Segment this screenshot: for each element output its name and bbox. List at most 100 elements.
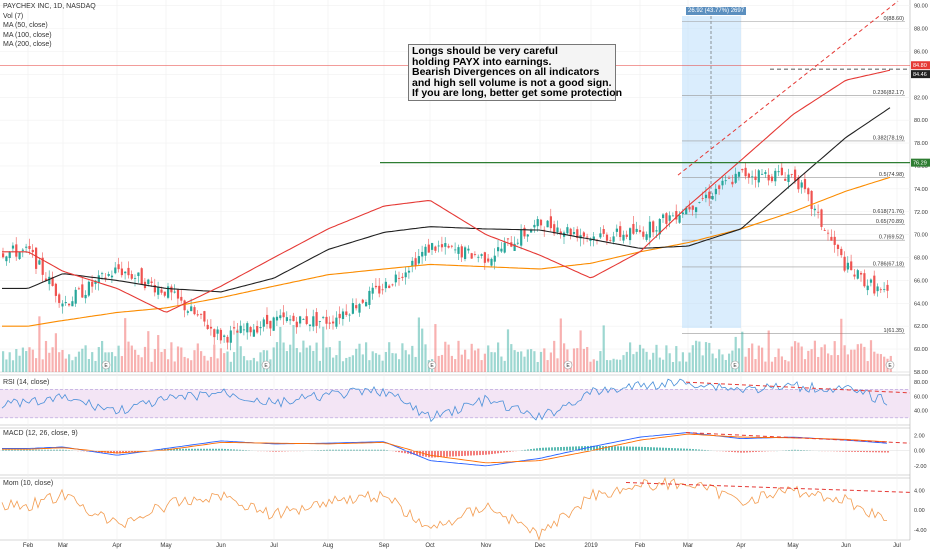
macd-hist-bar <box>800 450 802 451</box>
rsi-tick-label: 80.00 <box>914 380 928 386</box>
volume-bars <box>2 316 892 372</box>
x-tick-label: Aug <box>323 543 334 549</box>
candle-body <box>691 205 694 210</box>
volume-bar <box>846 354 849 372</box>
candle-body <box>648 221 651 238</box>
volume-bar <box>625 351 628 372</box>
volume-bar <box>572 348 576 372</box>
candle-body <box>711 196 714 200</box>
macd-hist-bar <box>629 446 631 451</box>
volume-bar <box>856 344 859 372</box>
volume-bar <box>170 342 173 372</box>
candle-body <box>737 171 741 177</box>
macd-hist-bar <box>353 449 355 451</box>
x-tick-label: Mar <box>58 543 68 549</box>
ma-price-tag-box <box>911 70 930 79</box>
volume-bar <box>655 344 658 372</box>
macd-hist-bar <box>20 449 22 451</box>
volume-bar <box>130 345 133 372</box>
candle-body <box>856 270 859 279</box>
legend-ma200: MA (200, close) <box>3 41 52 48</box>
macd-hist-bar <box>203 448 205 451</box>
volume-bar <box>44 340 48 372</box>
volume-bar <box>51 347 54 372</box>
candle-body <box>404 272 407 278</box>
volume-bar <box>381 360 384 372</box>
macd-hist-bar <box>362 449 364 451</box>
candle-body <box>58 294 61 303</box>
candle-body <box>883 288 886 290</box>
volume-bar <box>282 342 285 372</box>
fib-level-label: 0.5(74.98) <box>879 172 904 178</box>
macd-hist-bar <box>875 450 877 453</box>
macd-hist-bar <box>749 450 751 453</box>
note-line: Longs should be very careful <box>412 45 558 57</box>
candle-body <box>473 254 477 255</box>
macd-hist-bar <box>761 450 763 452</box>
candle-body <box>378 285 381 294</box>
candle-body <box>398 277 401 279</box>
volume-bar <box>239 346 242 372</box>
candle-body <box>807 188 810 195</box>
y-tick-label: 64.00 <box>914 301 928 307</box>
volume-bar <box>437 355 440 372</box>
candle-body <box>322 317 325 318</box>
candle-body <box>497 247 500 252</box>
note-line: holding PAYX into earnings. <box>412 55 552 68</box>
volume-bar <box>761 347 764 372</box>
volume-bar <box>648 359 651 372</box>
volume-bar <box>21 347 24 372</box>
candle-body <box>61 303 64 307</box>
volume-bar <box>543 348 546 372</box>
candle-body <box>500 248 503 252</box>
macd-hist-bar <box>692 449 694 451</box>
macd-hist-bar <box>224 448 226 451</box>
macd-hist-bar <box>479 450 481 456</box>
candle-body <box>447 245 450 248</box>
candle-body <box>764 172 767 174</box>
candle-body <box>209 326 213 329</box>
macd-hist-bar <box>428 450 430 458</box>
candle-body <box>728 177 731 179</box>
macd-hist-bar <box>530 449 532 451</box>
volume-bar <box>817 356 820 372</box>
x-tick-label: 2019 <box>584 543 598 549</box>
candle-body <box>186 311 189 313</box>
volume-bar <box>308 345 312 372</box>
volume-bar <box>219 348 222 372</box>
candle-body <box>421 251 424 257</box>
y-tick-label: 90.00 <box>914 4 928 10</box>
volume-bar <box>777 348 780 372</box>
candle-body <box>289 319 292 321</box>
volume-bar <box>665 345 668 372</box>
candle-body <box>21 249 24 251</box>
candle-body <box>130 274 133 279</box>
candle-body <box>305 316 308 325</box>
candle-body <box>546 220 549 228</box>
macd-hist-bar <box>68 450 70 451</box>
volume-bar <box>523 356 526 372</box>
volume-bar <box>143 346 147 372</box>
candle-body <box>71 301 74 307</box>
macd-hist-bar <box>341 449 343 451</box>
candle-body <box>384 281 387 289</box>
candle-body <box>183 300 186 311</box>
candle-body <box>843 256 846 271</box>
candle-body <box>688 206 691 210</box>
x-tick-label: Feb <box>23 543 34 549</box>
volume-bar <box>833 341 836 372</box>
rsi-tick-label: 60.00 <box>914 394 928 400</box>
price-range-label: 26.92 (43.77%) 2697 <box>686 7 747 15</box>
candle-body <box>262 319 265 327</box>
volume-bar <box>157 335 160 372</box>
candle-body <box>869 279 873 283</box>
x-tick-label: Feb <box>635 543 646 549</box>
volume-bar <box>74 356 77 372</box>
macd-hist-bar <box>455 450 457 457</box>
candle-body <box>530 230 533 233</box>
macd-hist-bar <box>47 449 49 451</box>
macd-hist-bar <box>641 446 643 451</box>
macd-hist-bar <box>449 450 451 457</box>
candle-body <box>242 329 246 331</box>
volume-bar <box>5 359 8 372</box>
